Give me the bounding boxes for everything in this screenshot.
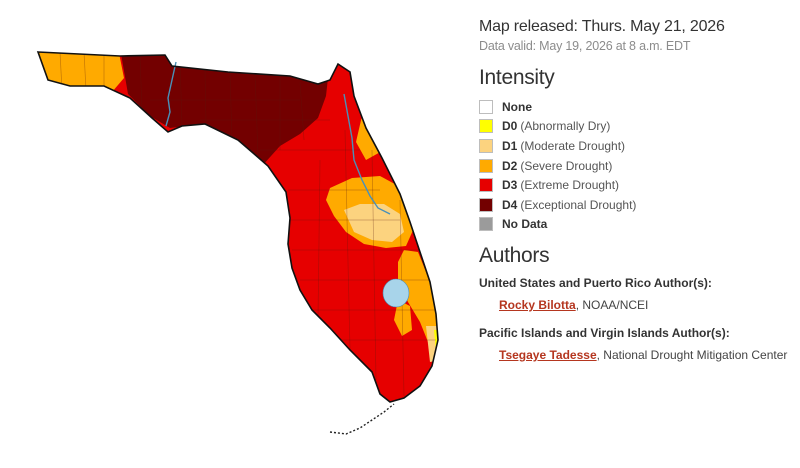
author-group-us: United States and Puerto Rico Author(s):… (479, 276, 794, 312)
legend-swatch-d3 (479, 178, 493, 193)
river-apalachicola (165, 61, 177, 127)
author-line: Tsegaye Tadesse, National Drought Mitiga… (499, 348, 794, 362)
author-link-rocky-bilotta[interactable]: Rocky Bilotta (499, 298, 576, 313)
author-affiliation: , NOAA/NCEI (575, 298, 649, 313)
legend-swatch-d4 (479, 197, 493, 212)
legend-desc: (Severe Drought) (520, 158, 613, 173)
legend-swatch-no-data (479, 217, 493, 232)
author-link-tsegaye-tadesse[interactable]: Tsegaye Tadesse (499, 348, 597, 363)
data-valid-date: Data valid: May 19, 2026 at 8 a.m. EDT (479, 39, 691, 53)
authors-title: Authors (479, 244, 550, 268)
info-panel: Map released: Thurs. May 21, 2026 Data v… (479, 18, 794, 362)
legend-desc: (Exceptional Drought) (520, 197, 637, 212)
legend-level: D4 (502, 197, 518, 212)
florida-outline (36, 51, 439, 403)
legend-level: D2 (502, 158, 518, 173)
author-group-label: United States and Puerto Rico Author(s): (479, 276, 712, 291)
legend-swatch-d2 (479, 158, 493, 173)
drought-map (36, 51, 439, 435)
legend-item-d1: D1 (Moderate Drought) (479, 136, 794, 156)
author-group-label: Pacific Islands and Virgin Islands Autho… (479, 326, 730, 341)
intensity-legend: None D0 (Abnormally Dry) D1 (Moderate Dr… (479, 97, 794, 234)
intensity-title: Intensity (479, 66, 555, 89)
legend-desc: (Moderate Drought) (520, 138, 626, 153)
legend-item-d4: D4 (Exceptional Drought) (479, 195, 794, 215)
zone-d2-west-panhandle (38, 52, 124, 92)
legend-desc: (Abnormally Dry) (520, 119, 611, 134)
legend-desc: (Extreme Drought) (520, 178, 620, 193)
author-affiliation: , National Drought Mitigation Center (596, 348, 788, 363)
florida-land-d3 (38, 52, 438, 402)
author-group-pacific: Pacific Islands and Virgin Islands Autho… (479, 326, 794, 362)
legend-item-no-data: No Data (479, 215, 794, 235)
florida-drought-map (36, 51, 439, 435)
legend-level: No Data (502, 217, 548, 232)
legend-item-none: None (479, 97, 794, 117)
legend-level: D0 (502, 119, 518, 134)
legend-swatch-none (479, 99, 493, 114)
legend-swatch-d1 (479, 138, 493, 153)
author-line: Rocky Bilotta, NOAA/NCEI (499, 298, 794, 312)
river-st-johns (343, 93, 391, 215)
legend-item-d3: D3 (Extreme Drought) (479, 175, 794, 195)
legend-level: None (502, 99, 532, 114)
map-released-date: Map released: Thurs. May 21, 2026 (479, 18, 725, 35)
zone-d2-southwest (394, 300, 412, 336)
florida-keys (329, 403, 395, 435)
zone-d2-east-south (398, 250, 438, 342)
legend-item-d2: D2 (Severe Drought) (479, 156, 794, 176)
legend-level: D3 (502, 178, 518, 193)
legend-swatch-d0 (479, 119, 493, 134)
legend-item-d0: D0 (Abnormally Dry) (479, 117, 794, 137)
legend-level: D1 (502, 138, 518, 153)
lake-okeechobee (382, 278, 410, 308)
